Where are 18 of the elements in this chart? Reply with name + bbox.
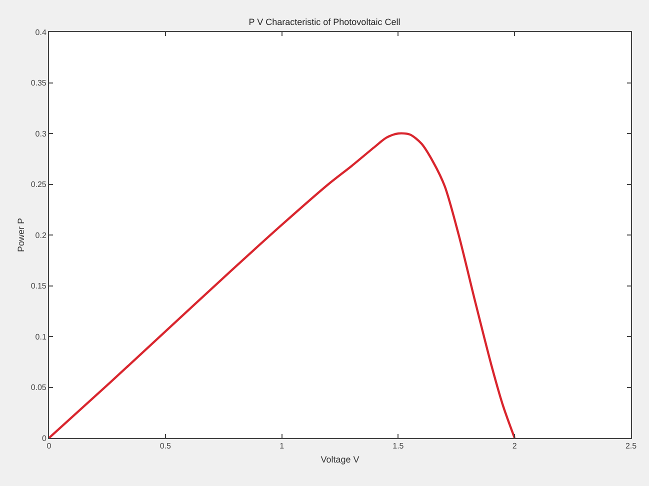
- y-tick-label: 0.4: [35, 28, 47, 37]
- chart-title: P V Characteristic of Photovoltaic Cell: [248, 17, 400, 28]
- x-tick-label: 2.5: [625, 442, 638, 451]
- y-tick-label: 0.05: [30, 383, 47, 392]
- y-tick-label: 0.3: [35, 129, 47, 138]
- x-axis-title: Voltage V: [320, 454, 360, 464]
- x-tick-label: 0.5: [160, 442, 172, 451]
- y-axis-title: Power P: [16, 218, 26, 252]
- x-tick-label: 1.5: [392, 442, 404, 451]
- x-tick-label: 2: [512, 442, 518, 451]
- x-tick-label: 1: [280, 442, 285, 451]
- y-tick-label: 0.35: [30, 78, 47, 88]
- y-tick-label: 0.2: [35, 230, 47, 240]
- line-series: [49, 132, 516, 438]
- y-tick-label: 0: [42, 434, 47, 443]
- y-tick-label: 0.1: [35, 332, 47, 342]
- y-tick-label: 0.15: [30, 282, 47, 291]
- y-tick-label: 0.25: [30, 180, 47, 190]
